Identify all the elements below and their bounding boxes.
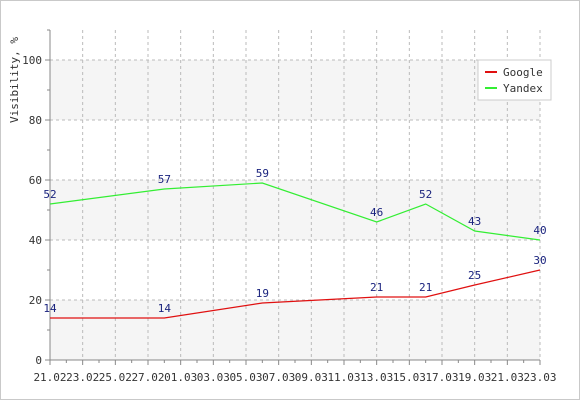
data-label-yandex: 57: [158, 173, 171, 186]
y-tick-label: 0: [35, 354, 42, 367]
x-tick-label: 17.03: [425, 371, 458, 384]
y-tick-label: 20: [29, 294, 42, 307]
data-label-google: 30: [533, 254, 546, 267]
x-tick-label: 05.03: [229, 371, 262, 384]
x-tick-labels: 21.02 23.02 25.02 27.02 01.03 03.03 05.03 07.03…: [33, 371, 556, 384]
y-tick-label: 60: [29, 174, 42, 187]
x-tick-label: 09.03: [295, 371, 328, 384]
legend: Google Yandex: [477, 59, 552, 101]
legend-label-yandex: Yandex: [503, 82, 543, 95]
y-tick-label: 40: [29, 234, 42, 247]
x-tick-label: 23.03: [523, 371, 556, 384]
y-tick-label: 80: [29, 114, 42, 127]
data-label-yandex: 43: [468, 215, 481, 228]
data-label-yandex: 46: [370, 206, 383, 219]
data-label-yandex: 52: [43, 188, 56, 201]
data-label-google: 14: [43, 302, 57, 315]
legend-label-google: Google: [503, 66, 543, 79]
x-tick-label: 11.03: [327, 371, 360, 384]
x-tick-label: 25.02: [99, 371, 132, 384]
band: [50, 180, 540, 240]
data-labels: 14 14 19 21 21 25 30 52 57 59 46 52 43 40: [43, 167, 546, 315]
data-label-google: 21: [370, 281, 383, 294]
y-tick-labels: 0 20 40 60 80 100: [22, 54, 42, 367]
data-label-google: 19: [256, 287, 269, 300]
x-tick-label: 03.03: [197, 371, 230, 384]
series-lines: [49, 182, 541, 319]
legend-box: [477, 59, 552, 101]
data-label-yandex: 59: [256, 167, 269, 180]
x-tick-label: 13.03: [360, 371, 393, 384]
x-tick-label: 27.02: [131, 371, 164, 384]
data-label-yandex: 52: [419, 188, 432, 201]
band: [50, 300, 540, 360]
y-axis-label: Visibility, %: [8, 37, 21, 123]
data-label-google: 21: [419, 281, 432, 294]
axes: [45, 29, 541, 365]
x-tick-label: 15.03: [393, 371, 426, 384]
series-line-google: [50, 269, 541, 319]
x-tick-label: 01.03: [164, 371, 197, 384]
data-label-google: 25: [468, 269, 481, 282]
x-tick-label: 07.03: [262, 371, 295, 384]
x-tick-label: 23.02: [66, 371, 99, 384]
y-tick-label: 100: [22, 54, 42, 67]
x-tick-label: 21.03: [491, 371, 524, 384]
data-label-google: 14: [158, 302, 172, 315]
x-tick-label: 19.03: [458, 371, 491, 384]
x-tick-label: 21.02: [33, 371, 66, 384]
data-label-yandex: 40: [533, 224, 546, 237]
background-bands: [50, 60, 540, 360]
series-line-yandex: [49, 182, 541, 241]
band: [50, 60, 540, 120]
